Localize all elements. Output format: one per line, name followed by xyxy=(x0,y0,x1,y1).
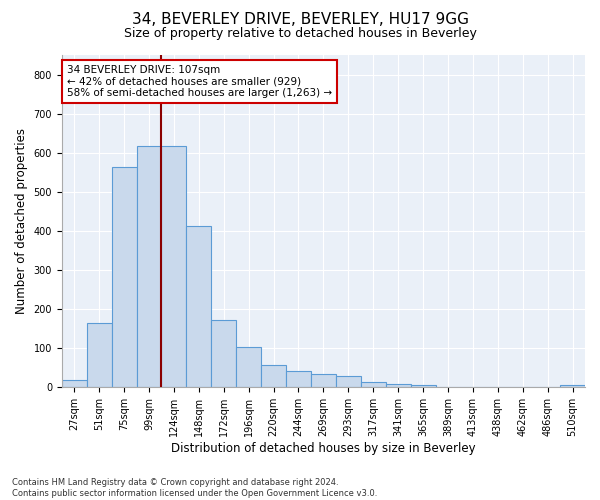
Text: Contains HM Land Registry data © Crown copyright and database right 2024.
Contai: Contains HM Land Registry data © Crown c… xyxy=(12,478,377,498)
Bar xyxy=(261,366,286,388)
Bar xyxy=(286,370,311,388)
Y-axis label: Number of detached properties: Number of detached properties xyxy=(15,128,28,314)
Bar xyxy=(361,382,386,388)
Text: 34 BEVERLEY DRIVE: 107sqm
← 42% of detached houses are smaller (929)
58% of semi: 34 BEVERLEY DRIVE: 107sqm ← 42% of detac… xyxy=(67,65,332,98)
Bar xyxy=(137,146,161,388)
Bar xyxy=(386,384,410,388)
Text: Size of property relative to detached houses in Beverley: Size of property relative to detached ho… xyxy=(124,28,476,40)
Bar xyxy=(187,226,211,388)
Bar xyxy=(236,347,261,388)
Bar xyxy=(86,323,112,388)
Bar xyxy=(410,386,436,388)
Bar xyxy=(62,380,86,388)
Bar xyxy=(336,376,361,388)
Bar xyxy=(560,386,585,388)
Bar xyxy=(161,146,187,388)
Bar xyxy=(311,374,336,388)
X-axis label: Distribution of detached houses by size in Beverley: Distribution of detached houses by size … xyxy=(171,442,476,455)
Bar xyxy=(112,167,137,388)
Text: 34, BEVERLEY DRIVE, BEVERLEY, HU17 9GG: 34, BEVERLEY DRIVE, BEVERLEY, HU17 9GG xyxy=(131,12,469,28)
Bar xyxy=(211,320,236,388)
